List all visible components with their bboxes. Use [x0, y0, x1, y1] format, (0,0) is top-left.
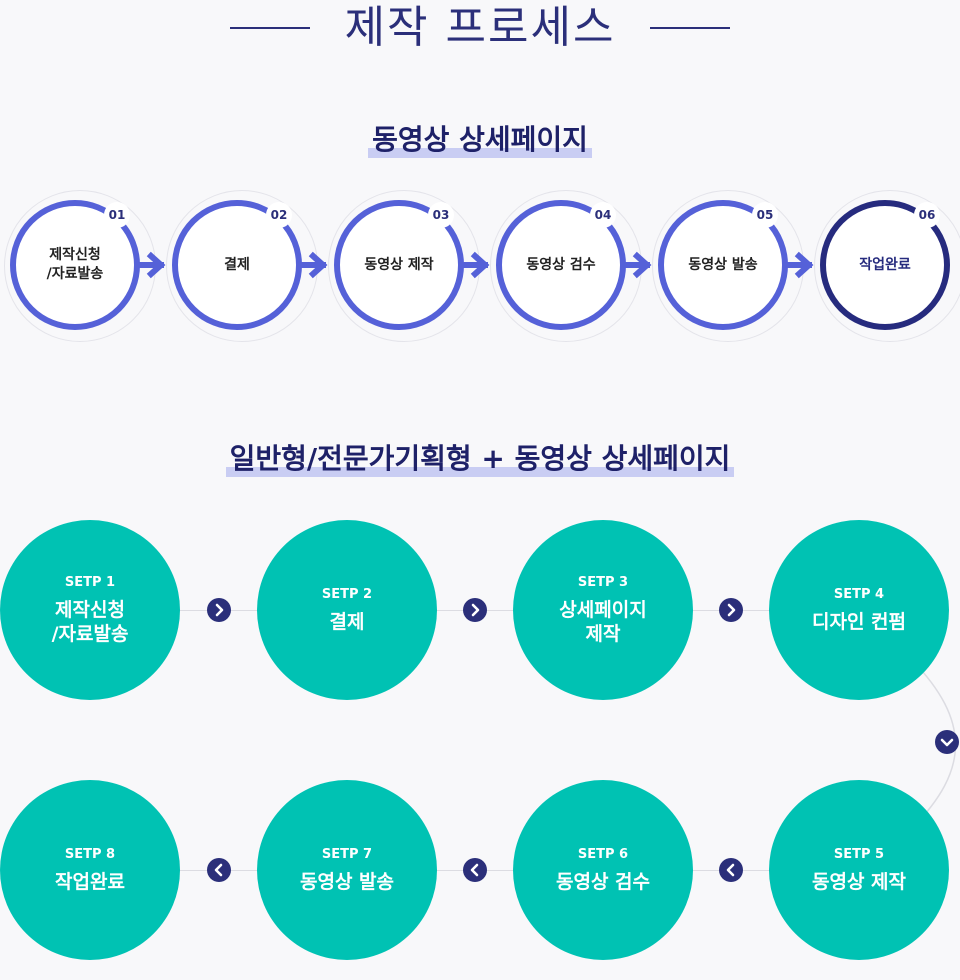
title-divider-right — [650, 27, 730, 29]
process-step-1: SETP 1 제작신청 /자료발송 — [0, 520, 180, 700]
ring-circle: 제작신청 /자료발송 — [10, 200, 140, 330]
step-number: SETP 1 — [64, 575, 116, 590]
ring-step-label: 동영상 제작 — [364, 256, 434, 273]
step-number: SETP 6 — [577, 847, 629, 862]
ring-step-label: 제작신청 /자료발송 — [46, 247, 104, 282]
chevron-left-icon — [463, 858, 487, 882]
process-step-6: SETP 6 동영상 검수 — [513, 780, 693, 960]
step-number: SETP 3 — [577, 575, 629, 590]
process-step-3: SETP 3 상세페이지 제작 — [513, 520, 693, 700]
process-step-2: SETP 2 결제 — [257, 520, 437, 700]
process-step-8: SETP 8 작업완료 — [0, 780, 180, 960]
step-number: SETP 7 — [321, 847, 373, 862]
step-label: 동영상 검수 — [555, 871, 650, 893]
ring-step-number: 06 — [914, 202, 940, 228]
step-number: SETP 8 — [64, 847, 116, 862]
ring-step-4: 동영상 검수 04 — [490, 190, 646, 350]
page-header: 제작 프로세스 — [0, 0, 960, 56]
section-2-title-text: 일반형/전문가기획형 + 동영상 상세페이지 — [225, 441, 735, 477]
process-step-5: SETP 5 동영상 제작 — [769, 780, 949, 960]
step-number: SETP 4 — [833, 587, 885, 602]
ring-step-label: 동영상 발송 — [688, 256, 758, 273]
chevron-right-icon — [463, 598, 487, 622]
ring-step-3: 동영상 제작 03 — [328, 190, 484, 350]
chevron-right-icon — [719, 598, 743, 622]
ring-step-number: 01 — [104, 202, 130, 228]
chevron-left-icon — [207, 858, 231, 882]
step-number: SETP 2 — [321, 587, 373, 602]
section-1-title: 동영상 상세페이지 — [0, 122, 960, 158]
ring-step-number: 03 — [428, 202, 454, 228]
ring-step-number: 02 — [266, 202, 292, 228]
ring-step-number: 05 — [752, 202, 778, 228]
step-label: 작업완료 — [55, 871, 125, 893]
page-title: 제작 프로세스 — [344, 2, 616, 53]
ring-step-2: 결제 02 — [166, 190, 322, 350]
step-number: SETP 5 — [833, 847, 885, 862]
ring-step-number: 04 — [590, 202, 616, 228]
section-2-title: 일반형/전문가기획형 + 동영상 상세페이지 — [0, 441, 960, 477]
chevron-down-icon — [935, 730, 959, 754]
ring-circle: 동영상 제작 — [334, 200, 464, 330]
title-divider-left — [230, 27, 310, 29]
step-label: 결제 — [329, 611, 365, 633]
arrow-right-icon — [623, 251, 652, 279]
ring-step-label: 작업완료 — [859, 256, 911, 273]
process-step-4: SETP 4 디자인 컨펌 — [769, 520, 949, 700]
step-label: 동영상 발송 — [299, 871, 394, 893]
arrow-right-icon — [137, 251, 166, 279]
ring-step-1: 제작신청 /자료발송 01 — [4, 190, 160, 350]
section-1-title-text: 동영상 상세페이지 — [368, 122, 592, 158]
chevron-left-icon — [719, 858, 743, 882]
step-label: 디자인 컨펌 — [811, 611, 906, 633]
arrow-right-icon — [299, 251, 328, 279]
ring-step-label: 동영상 검수 — [526, 256, 596, 273]
process-step-7: SETP 7 동영상 발송 — [257, 780, 437, 960]
step-label: 제작신청 /자료발송 — [51, 599, 129, 645]
ring-step-label: 결제 — [224, 256, 250, 273]
arrow-right-icon — [461, 251, 490, 279]
step-label: 동영상 제작 — [811, 871, 906, 893]
arrow-right-icon — [785, 251, 814, 279]
ring-step-6: 작업완료 06 — [814, 190, 960, 350]
chevron-right-icon — [207, 598, 231, 622]
ring-step-5: 동영상 발송 05 — [652, 190, 808, 350]
step-label: 상세페이지 제작 — [559, 599, 647, 645]
